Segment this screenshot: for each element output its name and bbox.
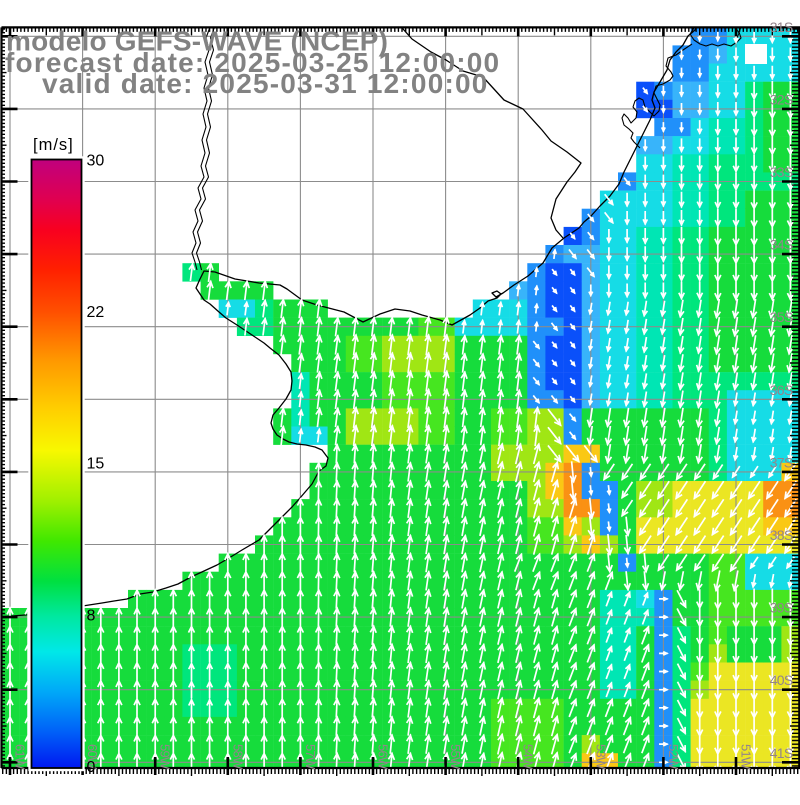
svg-text:52W: 52W [666, 744, 681, 770]
svg-text:31S: 31S [770, 19, 793, 35]
svg-text:51W: 51W [739, 744, 754, 770]
svg-text:35S: 35S [770, 309, 793, 325]
svg-text:57W: 57W [303, 744, 318, 770]
svg-text:15: 15 [87, 456, 105, 473]
svg-text:59W: 59W [158, 744, 173, 770]
svg-text:valid date: 2025-03-31 12:00:0: valid date: 2025-03-31 12:00:00 [42, 68, 489, 99]
svg-text:38S: 38S [770, 527, 793, 543]
svg-text:36S: 36S [770, 382, 793, 398]
svg-text:39S: 39S [770, 600, 793, 616]
svg-text:[m/s]: [m/s] [33, 136, 74, 154]
svg-text:8: 8 [87, 607, 96, 624]
svg-text:53W: 53W [593, 744, 608, 770]
svg-text:37S: 37S [770, 454, 793, 470]
svg-text:40S: 40S [770, 672, 793, 688]
svg-text:58W: 58W [230, 744, 245, 770]
svg-text:32S: 32S [770, 91, 793, 107]
svg-text:56W: 56W [376, 744, 391, 770]
svg-text:30: 30 [87, 153, 105, 170]
svg-text:55W: 55W [448, 744, 463, 770]
svg-text:33S: 33S [770, 164, 793, 180]
svg-text:41S: 41S [770, 745, 793, 761]
svg-text:22: 22 [87, 304, 105, 321]
svg-text:34S: 34S [770, 237, 793, 253]
svg-text:54W: 54W [521, 744, 536, 770]
svg-text:61W: 61W [13, 744, 28, 770]
svg-text:0: 0 [87, 759, 96, 776]
